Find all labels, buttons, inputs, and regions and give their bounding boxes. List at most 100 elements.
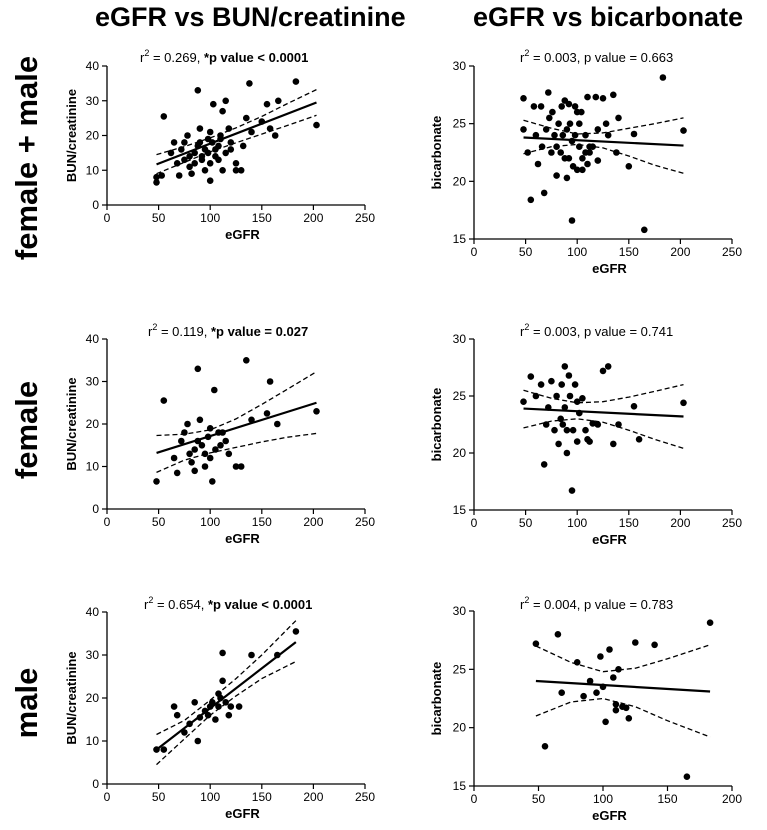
regression-line bbox=[535, 679, 711, 693]
data-point bbox=[217, 442, 224, 449]
data-point bbox=[178, 146, 185, 153]
data-point bbox=[181, 139, 188, 146]
data-point bbox=[198, 156, 206, 164]
data-point bbox=[186, 720, 193, 728]
y-tick-label: 0 bbox=[92, 502, 99, 516]
x-tick-label: 200 bbox=[670, 245, 690, 259]
x-tick-label: 150 bbox=[252, 515, 272, 529]
data-point bbox=[274, 420, 281, 428]
data-point bbox=[237, 167, 245, 174]
data-point bbox=[558, 381, 565, 388]
data-point bbox=[558, 103, 565, 110]
data-point bbox=[258, 118, 266, 125]
data-point bbox=[194, 87, 202, 94]
data-point bbox=[313, 121, 320, 129]
p-value: *p value = 0.027 bbox=[211, 324, 308, 339]
data-point bbox=[615, 114, 622, 122]
data-point bbox=[589, 420, 596, 427]
data-point bbox=[641, 226, 648, 234]
data-point bbox=[594, 421, 602, 428]
y-tick-label: 40 bbox=[86, 59, 100, 73]
r2-value: = 0.269, bbox=[149, 50, 204, 65]
y-tick-label: 30 bbox=[453, 332, 467, 346]
x-tick-label: 0 bbox=[104, 515, 111, 529]
data-point bbox=[219, 429, 226, 436]
data-point bbox=[610, 91, 617, 99]
ci-lower-line bbox=[523, 143, 684, 174]
data-point bbox=[559, 421, 567, 428]
data-point bbox=[219, 649, 226, 657]
x-tick-label: 100 bbox=[200, 515, 220, 529]
y-axis-label: BUN/creatinine bbox=[64, 651, 79, 744]
data-point bbox=[524, 149, 531, 156]
data-point bbox=[580, 692, 587, 700]
data-point bbox=[613, 149, 620, 156]
data-point bbox=[604, 131, 612, 139]
column-title-bicarbonate: eGFR vs bicarbonate bbox=[473, 2, 744, 32]
data-point bbox=[568, 137, 576, 145]
x-tick-label: 50 bbox=[152, 515, 166, 529]
ci-upper-line bbox=[156, 89, 317, 156]
data-point bbox=[625, 715, 633, 722]
data-point bbox=[225, 125, 233, 132]
data-point bbox=[615, 421, 622, 428]
data-point bbox=[532, 640, 540, 647]
data-point bbox=[542, 421, 550, 428]
data-point bbox=[271, 132, 279, 139]
data-point bbox=[153, 173, 160, 181]
p-value: p value = 0.741 bbox=[584, 324, 673, 339]
data-point bbox=[586, 677, 594, 685]
data-point bbox=[625, 163, 633, 170]
data-point bbox=[313, 408, 320, 415]
y-tick-label: 30 bbox=[86, 375, 100, 389]
y-tick-label: 30 bbox=[86, 648, 100, 662]
x-tick-label: 0 bbox=[104, 211, 111, 225]
data-point bbox=[209, 139, 216, 146]
data-point bbox=[227, 139, 235, 146]
x-tick-label: 150 bbox=[619, 245, 639, 259]
data-point bbox=[563, 126, 571, 133]
regression-line bbox=[155, 641, 297, 751]
data-point bbox=[576, 143, 583, 150]
data-point bbox=[167, 149, 175, 157]
y-tick-label: 20 bbox=[453, 174, 467, 188]
y-tick-label: 40 bbox=[86, 605, 100, 619]
data-point bbox=[217, 135, 224, 143]
r2-superscript: 2 bbox=[524, 48, 529, 58]
data-point bbox=[222, 437, 229, 445]
y-tick-label: 30 bbox=[453, 59, 467, 73]
data-point bbox=[540, 461, 548, 468]
data-point bbox=[196, 714, 204, 721]
data-point bbox=[578, 108, 585, 116]
data-point bbox=[546, 114, 553, 122]
data-point bbox=[235, 703, 243, 710]
y-tick-label: 20 bbox=[86, 129, 100, 143]
data-point bbox=[527, 373, 535, 380]
r2-label: r bbox=[520, 324, 525, 339]
data-point bbox=[520, 398, 527, 406]
data-point bbox=[589, 143, 596, 150]
data-point bbox=[194, 365, 202, 373]
data-point bbox=[227, 703, 235, 710]
data-point bbox=[555, 120, 562, 127]
data-point bbox=[568, 217, 576, 224]
r2-label: r bbox=[520, 50, 525, 65]
data-point bbox=[532, 392, 540, 400]
data-point bbox=[153, 746, 160, 753]
x-tick-label: 50 bbox=[532, 792, 546, 806]
ci-lower-line bbox=[535, 697, 711, 738]
data-point bbox=[186, 450, 193, 458]
y-tick-label: 20 bbox=[86, 417, 100, 431]
data-point bbox=[573, 659, 581, 666]
x-tick-label: 0 bbox=[471, 792, 478, 806]
data-point bbox=[212, 446, 219, 453]
p-value: p value = 0.663 bbox=[584, 50, 673, 65]
x-axis-label: eGFR bbox=[592, 808, 627, 823]
data-point bbox=[612, 701, 620, 708]
data-point bbox=[582, 131, 589, 139]
column-title-bun: eGFR vs BUN/creatinine bbox=[95, 2, 406, 32]
data-point bbox=[530, 103, 538, 110]
